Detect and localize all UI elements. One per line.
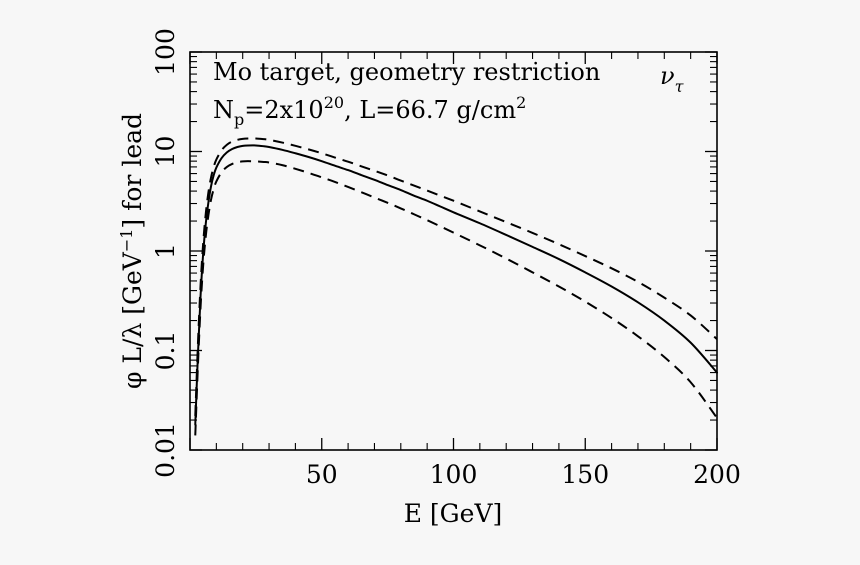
species-nu: ν — [660, 62, 675, 90]
y-axis-title: φ L/λ [GeV−1] for lead — [117, 113, 147, 389]
y-title-phi: φ — [118, 372, 147, 390]
y-tick-label: 0.01 — [151, 422, 180, 478]
annotation-exp2: 2 — [516, 93, 526, 112]
y-axis-tick-labels: 0.01 0.1 1 10 100 — [151, 28, 180, 478]
annotation-length: , L=66.7 g/cm — [344, 96, 516, 124]
x-axis-tick-labels: 50 100 150 200 — [306, 460, 741, 489]
y-tick-label-group: 10 — [151, 136, 180, 168]
lower-bound-curve — [194, 160, 718, 436]
annotation-exp: 20 — [324, 93, 344, 112]
y-tick-label: 0.1 — [151, 331, 180, 371]
y-axis-ticks — [190, 51, 717, 451]
y-tick-label: 1 — [151, 243, 180, 259]
x-tick-label: 200 — [693, 460, 741, 489]
y-tick-label-group: 1 — [151, 243, 180, 259]
upper-bound-curve — [194, 137, 718, 416]
x-tick-label: 50 — [306, 460, 338, 489]
annotation-np: N — [213, 96, 234, 124]
annotation-line-1: Mo target, geometry restriction — [213, 58, 600, 86]
x-tick-label: 150 — [561, 460, 609, 489]
species-tau-sub: τ — [675, 77, 685, 96]
central-curve — [194, 144, 718, 426]
x-axis-ticks — [189, 52, 718, 450]
annotation-np-sub: p — [234, 110, 244, 129]
y-tick-label-group: 0.01 — [151, 422, 180, 478]
y-tick-label: 10 — [151, 136, 180, 168]
x-axis-title: E [GeV] — [404, 499, 503, 528]
y-title-exponent: −1 — [117, 229, 136, 253]
y-tick-label-group: 100 — [151, 28, 180, 76]
y-title-tail: ] for lead — [118, 113, 147, 229]
y-title-main: L/λ [GeV — [118, 251, 147, 371]
y-tick-label-group: 0.1 — [151, 331, 180, 371]
x-tick-label: 100 — [430, 460, 478, 489]
species-label: ντ — [660, 62, 685, 96]
svg-text:φ L/λ [GeV−1] for lead: φ L/λ [GeV−1] for lead — [117, 113, 147, 389]
annotation-eq: =2x10 — [244, 96, 323, 124]
annotation-line-2: Np=2x1020, L=66.7 g/cm2 — [213, 93, 526, 129]
y-tick-label: 100 — [151, 28, 180, 76]
